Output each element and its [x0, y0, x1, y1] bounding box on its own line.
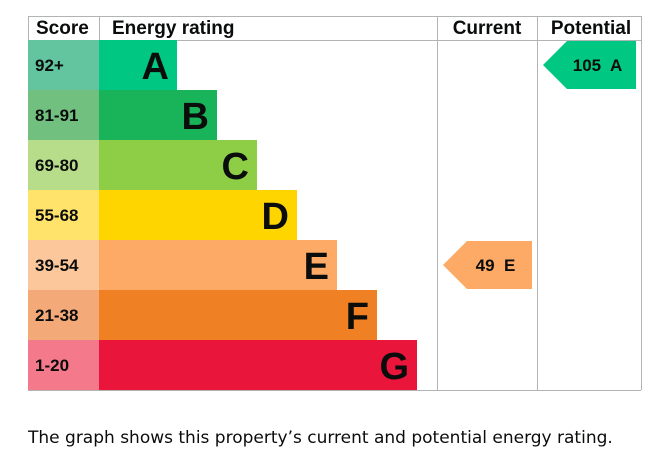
score-cell-d: [28, 190, 99, 240]
current-rating-label: 49 E: [476, 256, 516, 275]
rating-letter-e: E: [304, 246, 329, 288]
potential-rating-label: 105 A: [573, 56, 622, 75]
header-score: Score: [36, 18, 89, 39]
rating-letter-g: G: [379, 346, 409, 388]
header-energy-rating: Energy rating: [112, 18, 234, 39]
rating-letter-f: F: [346, 296, 369, 338]
score-band-e: 39-54: [35, 256, 79, 275]
score-band-f: 21-38: [35, 306, 78, 325]
score-band-d: 55-68: [35, 206, 78, 225]
score-cell-e: [28, 240, 99, 290]
rating-bar-c: [99, 140, 257, 190]
rating-bar-a: [99, 40, 177, 90]
rating-bar-f: [99, 290, 377, 340]
score-cell-a: [28, 40, 99, 90]
header-potential: Potential: [551, 18, 631, 39]
score-cell-b: [28, 90, 99, 140]
current-arrow: [443, 241, 532, 289]
score-cell-g: [28, 340, 99, 390]
potential-arrow: [543, 41, 636, 89]
rating-bar-d: [99, 190, 297, 240]
rating-rows: 92+ A 81-91 B 69-80 C 55-68 D 39-54 E 21-38 F 1-20 G: [28, 40, 417, 390]
rating-bar-e: [99, 240, 337, 290]
chart-caption: The graph shows this property’s current …: [28, 428, 613, 448]
epc-chart: Score Energy rating Current Potential 92…: [28, 16, 642, 391]
header-current: Current: [453, 18, 522, 39]
rating-letter-d: D: [262, 196, 289, 238]
score-cell-c: [28, 140, 99, 190]
score-band-b: 81-91: [35, 106, 78, 125]
score-band-c: 69-80: [35, 156, 78, 175]
rating-letter-b: B: [182, 96, 209, 138]
rating-bar-g: [99, 340, 417, 390]
rating-letter-c: C: [222, 146, 249, 188]
rating-letter-a: A: [142, 46, 169, 88]
score-cell-f: [28, 290, 99, 340]
rating-arrows: 49 E 105 A: [443, 41, 636, 289]
rating-bar-b: [99, 90, 217, 140]
score-band-g: 1-20: [35, 356, 69, 375]
score-band-a: 92+: [35, 56, 64, 75]
